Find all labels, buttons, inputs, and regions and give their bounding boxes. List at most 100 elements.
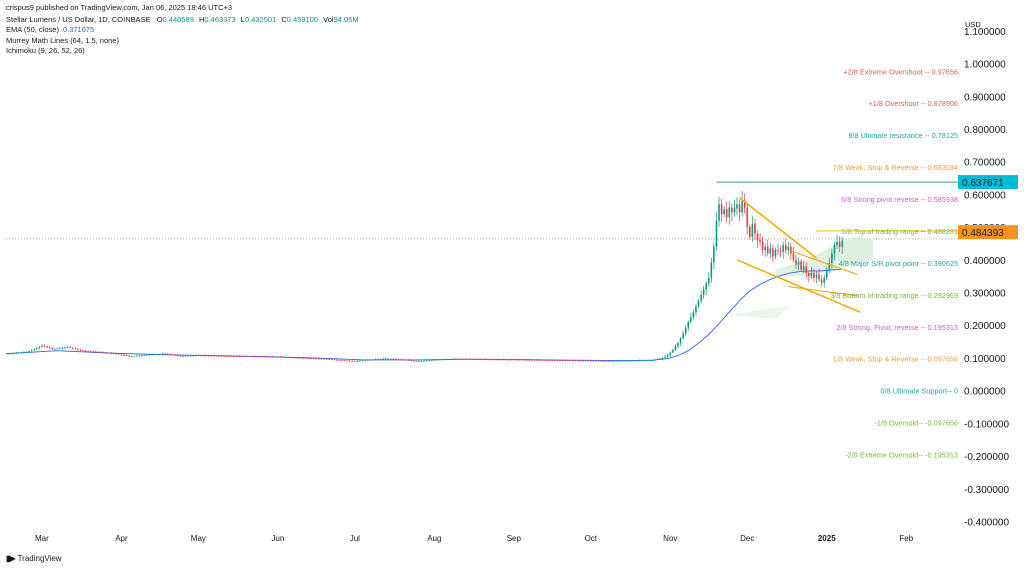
candle-body — [474, 359, 477, 360]
murrey-label: +1/8 Overshoot -- 0.878906 — [869, 99, 958, 108]
symbol-title[interactable]: Stellar Lumens / US Dollar, 1D, COINBASE — [6, 15, 151, 24]
x-tick-label: Jun — [271, 534, 284, 543]
candle-body — [64, 347, 66, 349]
y-tick-label: 0.700000 — [964, 158, 1006, 169]
candle-body — [15, 352, 18, 354]
candle-body — [174, 354, 177, 356]
candle-body — [212, 355, 215, 357]
candle-body — [833, 245, 836, 254]
candle-body — [623, 360, 625, 362]
candle-body — [736, 204, 738, 209]
price-tags: 0.637671 0.484393 — [958, 175, 1018, 240]
candle-body — [28, 351, 30, 353]
candle-body — [613, 360, 615, 362]
ichimoku-indicator-row[interactable]: Ichimoku (9, 26, 52, 26) — [6, 46, 362, 56]
candle-body — [379, 358, 382, 360]
candle-body — [525, 359, 528, 361]
candle-body — [343, 360, 346, 362]
candle-body — [210, 355, 212, 357]
candle-body — [546, 360, 548, 361]
candle-body — [253, 356, 256, 358]
candle-body — [169, 354, 171, 355]
murrey-label: -2/8 Extreme Oversold-- -0.195313 — [845, 451, 958, 460]
candle-body — [702, 289, 705, 295]
candle-body — [787, 246, 790, 251]
candle-body — [123, 354, 125, 356]
candle-body — [100, 352, 102, 353]
candle-body — [659, 358, 661, 360]
candle-body — [466, 359, 469, 360]
brand-label: TradingView — [17, 554, 62, 563]
candle-body — [769, 248, 772, 254]
candle-body — [713, 246, 715, 263]
candle-body — [705, 283, 708, 290]
candle-body — [223, 355, 225, 357]
candle-body — [51, 348, 53, 350]
candle-body — [436, 359, 438, 361]
candle-body — [587, 360, 590, 362]
ema-indicator-row[interactable]: EMA (50, close) 0.371675 — [6, 25, 362, 35]
candle-body — [315, 358, 318, 360]
candle-body — [823, 277, 825, 283]
candle-body — [743, 200, 746, 208]
time-axis[interactable]: Mar Apr May Jun Jul Aug Sep Oct Nov Dec 2025 Feb — [35, 534, 914, 543]
close-value: 0.459100 — [286, 15, 319, 24]
candle-body — [271, 356, 274, 358]
high-key: H — [198, 15, 205, 24]
murrey-indicator-row[interactable]: Murrey Math Lines (64, 1.5, none) — [6, 36, 362, 46]
candle-body — [710, 262, 713, 278]
candle-body — [43, 345, 46, 347]
candle-body — [556, 360, 559, 361]
candle-body — [687, 321, 690, 328]
candle-body — [351, 360, 354, 362]
candle-body — [415, 360, 418, 362]
candle-body — [402, 359, 405, 361]
candle-body — [459, 358, 461, 360]
candle-body — [200, 355, 202, 357]
price-tag-box — [958, 225, 1018, 240]
candle-body — [400, 359, 402, 361]
candle-body — [620, 360, 623, 362]
candle-body — [723, 209, 725, 215]
candle-body — [148, 354, 151, 356]
candle-body — [766, 246, 769, 254]
candle-body — [541, 359, 543, 361]
candle-body — [595, 360, 597, 362]
price-tag-box — [958, 175, 1018, 190]
candle-body — [261, 356, 264, 358]
candle-body — [333, 359, 336, 361]
candle-body — [387, 358, 389, 360]
candle-body — [382, 358, 384, 360]
candle-body — [589, 360, 592, 362]
y-tick-label: -0.200000 — [964, 452, 1009, 463]
candle-body — [236, 356, 238, 357]
candle-body — [120, 354, 123, 355]
candle-body — [643, 360, 646, 362]
candle-body — [243, 356, 246, 358]
candle-body — [407, 359, 410, 361]
tradingview-brand[interactable]: ⁠▮▶ TradingView — [6, 554, 62, 563]
candle-body — [356, 360, 359, 362]
candle-body — [690, 317, 692, 322]
candle-body — [69, 347, 71, 348]
candle-body — [800, 261, 802, 270]
falling-wedge-drawing[interactable] — [736, 197, 861, 313]
candle-body — [520, 359, 523, 361]
candle-body — [20, 352, 23, 354]
candle-body — [782, 245, 784, 252]
candle-body — [495, 359, 497, 361]
candle-body — [413, 360, 415, 362]
candle-body — [738, 204, 741, 213]
candle-body — [133, 355, 136, 357]
candle-body — [554, 360, 556, 361]
candle-body — [159, 353, 161, 355]
candle-body — [672, 349, 674, 353]
candle-body — [641, 360, 643, 362]
candle-body — [84, 350, 87, 352]
candle-body — [23, 352, 25, 354]
murrey-indicator-name: Murrey Math Lines (64, 1.5, none) — [6, 35, 119, 45]
candle-body — [759, 240, 761, 242]
candlestick-series — [7, 191, 843, 362]
